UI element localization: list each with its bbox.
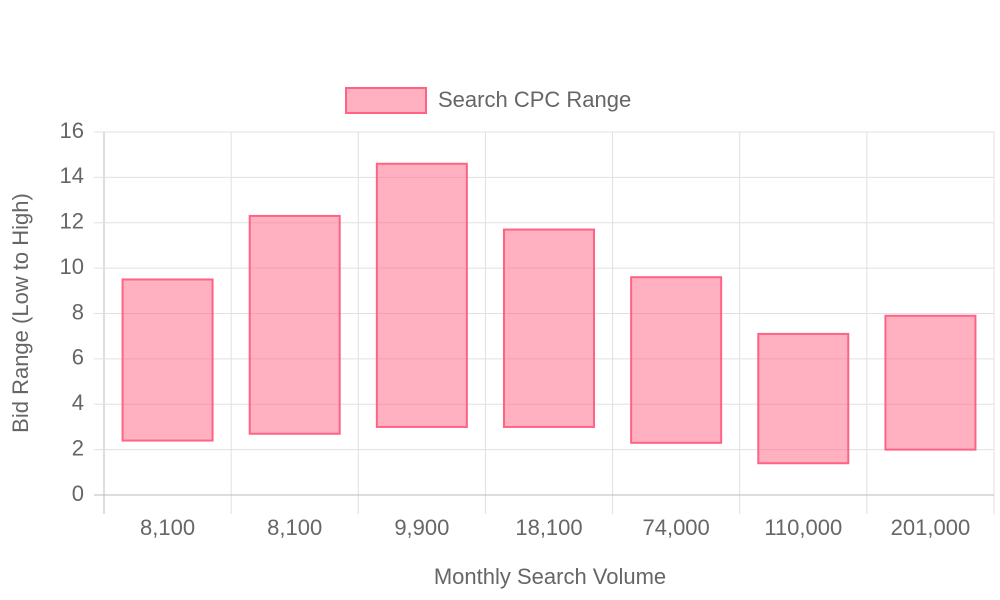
y-tick-label: 16 [60, 118, 84, 143]
y-tick-label: 14 [60, 163, 84, 188]
y-axis-title: Bid Range (Low to High) [8, 193, 33, 433]
y-tick-label: 12 [60, 209, 84, 234]
y-tick-label: 8 [72, 299, 84, 324]
bar [757, 332, 850, 465]
bar [375, 162, 468, 428]
x-tick-label: 201,000 [891, 515, 971, 540]
legend-swatch [345, 87, 427, 114]
x-tick-label: 8,100 [267, 515, 322, 540]
x-axis-title: Monthly Search Volume [434, 564, 666, 589]
bar [630, 276, 723, 444]
x-tick-label: 74,000 [642, 515, 709, 540]
y-tick-label: 2 [72, 435, 84, 460]
y-tick-label: 0 [72, 481, 84, 506]
bar [248, 214, 341, 435]
y-tick-label: 10 [60, 254, 84, 279]
bar [121, 278, 214, 442]
bar [503, 228, 595, 428]
x-tick-label: 9,900 [394, 515, 449, 540]
x-tick-label: 8,100 [140, 515, 195, 540]
y-tick-label: 6 [72, 345, 84, 370]
legend-label: Search CPC Range [438, 87, 631, 112]
bar [884, 314, 977, 451]
x-tick-label: 110,000 [764, 515, 842, 540]
x-tick-label: 18,100 [515, 515, 582, 540]
y-tick-label: 4 [72, 390, 84, 415]
